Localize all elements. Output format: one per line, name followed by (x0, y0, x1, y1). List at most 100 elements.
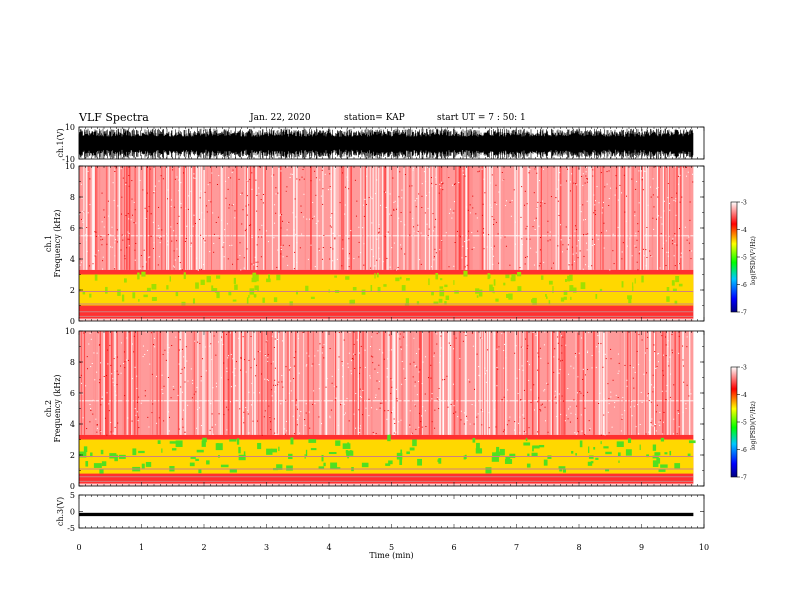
texture-dot (225, 197, 227, 199)
texture-dot (536, 208, 538, 210)
texture-dot (310, 244, 312, 246)
texture-dot (342, 239, 344, 241)
texture-dot (266, 340, 268, 342)
texture-dot (604, 353, 606, 355)
texture-dot (395, 269, 397, 271)
band-patch (374, 272, 376, 279)
band-patch (335, 440, 341, 446)
band-patch (444, 301, 447, 305)
texture-dot (173, 250, 175, 252)
texture-dot (605, 230, 607, 232)
texture-dot (412, 169, 414, 171)
texture-dot (314, 266, 316, 268)
texture-dot (519, 432, 521, 434)
texture-dot (581, 430, 583, 432)
y-tick-label: 8 (70, 193, 75, 202)
texture-dot (452, 212, 454, 214)
texture-dot (567, 418, 569, 420)
texture-dot (359, 425, 361, 427)
texture-dot (182, 418, 184, 420)
texture-dot (226, 371, 228, 373)
texture-dot (461, 257, 463, 259)
texture-dot (431, 182, 433, 184)
texture-dot (553, 262, 555, 264)
texture-dot (569, 262, 571, 264)
texture-dot (626, 245, 628, 247)
texture-dot (168, 347, 170, 349)
texture-dot (332, 248, 334, 250)
texture-dot (692, 181, 694, 183)
texture-dot (613, 263, 615, 265)
texture-dot (393, 209, 395, 211)
texture-dot (302, 331, 304, 333)
texture-dot (662, 374, 664, 376)
texture-dot (657, 186, 659, 188)
band-patch (310, 448, 317, 451)
texture-dot (491, 216, 493, 218)
texture-dot (135, 222, 137, 224)
texture-dot (649, 250, 651, 252)
texture-dot (273, 174, 275, 176)
texture-dot (534, 168, 536, 170)
texture-dot (205, 370, 207, 372)
x-tick-label: 7 (514, 543, 519, 552)
texture-dot (375, 432, 377, 434)
texture-dot (539, 249, 541, 251)
texture-dot (643, 170, 645, 172)
texture-dot (537, 201, 539, 203)
texture-dot (250, 336, 252, 338)
texture-dot (346, 397, 348, 399)
texture-dot (624, 211, 626, 213)
texture-dot (154, 185, 156, 187)
texture-dot (580, 211, 582, 213)
texture-dot (520, 346, 522, 348)
texture-dot (362, 390, 364, 392)
texture-dot (212, 433, 214, 435)
texture-dot (386, 257, 388, 259)
band-patch (600, 441, 602, 445)
texture-dot (530, 389, 532, 391)
texture-dot (683, 381, 685, 383)
texture-dot (165, 233, 167, 235)
texture-dot (681, 196, 683, 198)
texture-dot (184, 431, 186, 433)
texture-dot (160, 238, 162, 240)
texture-dot (662, 433, 664, 435)
texture-dot (247, 409, 249, 411)
band-patch (511, 274, 516, 282)
texture-dot (296, 261, 298, 263)
texture-dot (85, 233, 87, 235)
texture-dot (114, 170, 116, 172)
texture-dot (680, 252, 682, 254)
texture-dot (343, 403, 345, 405)
texture-dot (228, 207, 230, 209)
texture-dot (286, 186, 288, 188)
colorbar-label: log(PSD)(V²/Hz) (750, 236, 757, 285)
texture-dot (248, 204, 250, 206)
texture-dot (568, 373, 570, 375)
texture-dot (469, 423, 471, 425)
texture-dot (280, 213, 282, 215)
texture-dot (306, 218, 308, 220)
texture-dot (412, 376, 414, 378)
texture-dot (296, 424, 298, 426)
texture-dot (102, 260, 104, 262)
texture-dot (496, 203, 498, 205)
texture-dot (90, 366, 92, 368)
texture-dot (288, 392, 290, 394)
texture-dot (537, 352, 539, 354)
texture-dot (433, 352, 435, 354)
texture-dot (409, 410, 411, 412)
texture-dot (636, 261, 638, 263)
texture-dot (624, 364, 626, 366)
texture-dot (95, 231, 97, 233)
texture-dot (332, 260, 334, 262)
texture-dot (679, 174, 681, 176)
texture-dot (440, 347, 442, 349)
texture-dot (270, 389, 272, 391)
band-patch (545, 296, 548, 299)
texture-dot (466, 415, 468, 417)
texture-dot (178, 349, 180, 351)
texture-dot (211, 172, 213, 174)
